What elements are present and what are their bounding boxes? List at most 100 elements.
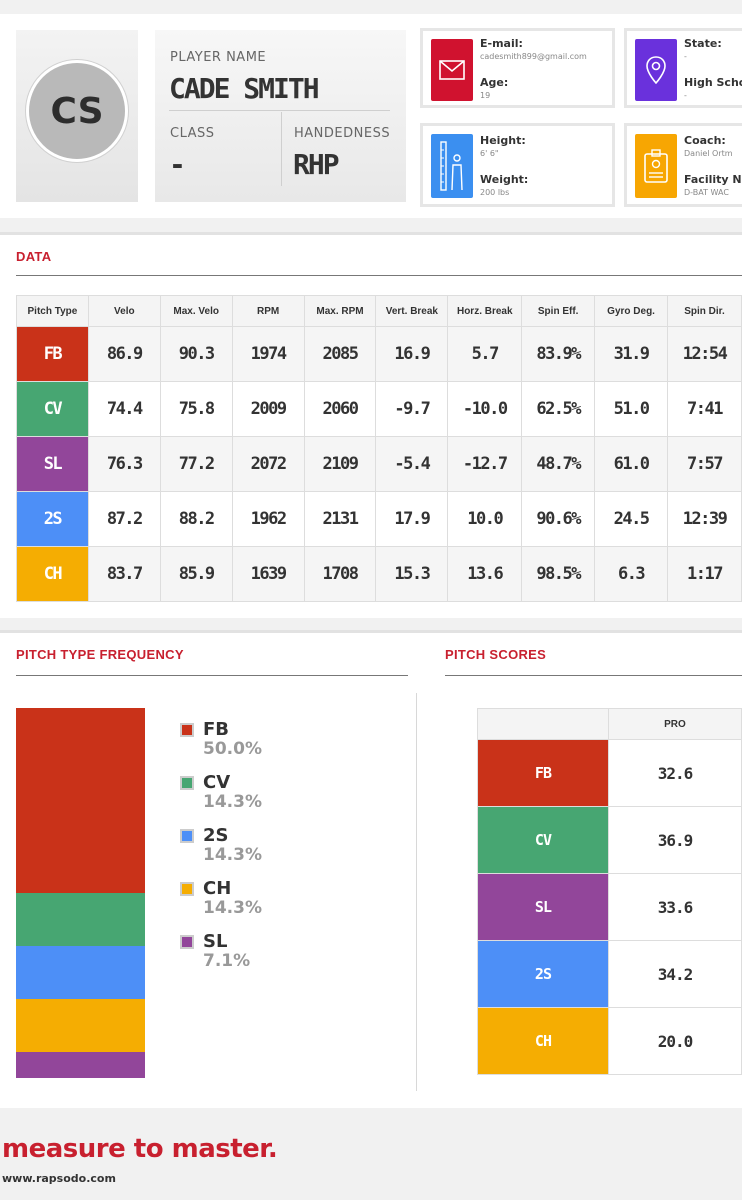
bar-segment-fb bbox=[16, 708, 145, 893]
table-cell: 83.7 bbox=[87, 546, 161, 602]
legend-label: 2S bbox=[203, 825, 229, 846]
coach-facility-card: Coach: Daniel Ortm Facility Na D-BAT WAC bbox=[624, 123, 742, 207]
bar-segment-2s bbox=[16, 945, 145, 999]
pitch-type-cell: FB bbox=[16, 326, 89, 382]
table-row: CH 20.0 bbox=[477, 1007, 742, 1075]
table-cell: 76.3 bbox=[87, 436, 161, 492]
legend-swatch bbox=[180, 935, 194, 949]
column-header: Spin Dir. bbox=[667, 295, 742, 327]
table-cell: 13.6 bbox=[447, 546, 523, 602]
table-cell: 16.9 bbox=[375, 326, 449, 382]
column-header: Gyro Deg. bbox=[594, 295, 669, 327]
table-cell: 2060 bbox=[303, 381, 377, 437]
table-cell: 2009 bbox=[231, 381, 305, 437]
column-header: Horz. Break bbox=[447, 295, 523, 327]
pitch-type-cell: SL bbox=[477, 873, 609, 941]
lower-panel: PITCH TYPE FREQUENCY PITCH SCORES FB 50.0… bbox=[0, 630, 742, 1108]
table-cell: 2085 bbox=[303, 326, 377, 382]
legend-label: CV bbox=[203, 772, 231, 793]
table-cell: 2072 bbox=[231, 436, 305, 492]
handedness-value: RHP bbox=[293, 148, 340, 181]
frequency-section-title: PITCH TYPE FREQUENCY bbox=[16, 647, 184, 662]
table-cell: 1708 bbox=[303, 546, 377, 602]
table-cell: 98.5% bbox=[521, 546, 596, 602]
table-row: 2S 87.2 88.2 1962 2131 17.9 10.0 90.6% 24.5 12:39 bbox=[16, 491, 742, 547]
bar-segment-cv bbox=[16, 893, 145, 946]
table-cell: 86.9 bbox=[87, 326, 161, 382]
data-panel: DATA Pitch Type Velo Max. Velo RPM Max. … bbox=[0, 232, 742, 618]
table-cell: 48.7% bbox=[521, 436, 596, 492]
score-value: 36.9 bbox=[607, 806, 742, 874]
table-cell: 24.5 bbox=[594, 491, 669, 547]
section-divider bbox=[16, 275, 742, 276]
table-cell: 12:39 bbox=[667, 491, 742, 547]
table-cell: -9.7 bbox=[375, 381, 449, 437]
table-row: SL 76.3 77.2 2072 2109 -5.4 -12.7 48.7% 61.0 7:57 bbox=[16, 436, 742, 492]
column-header: Max. Velo bbox=[159, 295, 233, 327]
weight-value: 200 lbs bbox=[480, 188, 510, 197]
email-label: E-mail: bbox=[480, 37, 523, 50]
legend-label: FB bbox=[203, 719, 230, 740]
column-header: Spin Eff. bbox=[521, 295, 596, 327]
legend-swatch bbox=[180, 723, 194, 737]
high-school-value: - bbox=[684, 91, 687, 100]
pitch-data-table: Pitch Type Velo Max. Velo RPM Max. RPM V… bbox=[16, 295, 742, 602]
handedness-label: HANDEDNESS bbox=[294, 126, 391, 141]
score-value: 20.0 bbox=[607, 1007, 742, 1075]
age-label: Age: bbox=[480, 76, 509, 89]
height-label: Height: bbox=[480, 134, 526, 147]
table-row: CV 36.9 bbox=[477, 806, 742, 874]
email-value: cadesmith899@gmail.com bbox=[480, 52, 587, 61]
table-cell: 62.5% bbox=[521, 381, 596, 437]
age-value: 19 bbox=[480, 91, 491, 100]
table-row: 2S 34.2 bbox=[477, 940, 742, 1008]
table-cell: 90.3 bbox=[159, 326, 233, 382]
section-divider bbox=[16, 675, 408, 676]
table-cell: 2131 bbox=[303, 491, 377, 547]
state-school-card: State: - High Scho - bbox=[624, 28, 742, 108]
table-row: SL 33.6 bbox=[477, 873, 742, 941]
table-cell: 1:17 bbox=[667, 546, 742, 602]
legend-percent: 14.3% bbox=[203, 792, 262, 812]
table-cell: 90.6% bbox=[521, 491, 596, 547]
table-cell: 83.9% bbox=[521, 326, 596, 382]
pitch-scores-table: PRO FB 32.6 CV 36.9 SL 33.6 2S 34.2 CH 20.0 bbox=[477, 708, 742, 1075]
column-header: RPM bbox=[231, 295, 305, 327]
player-name-label: PLAYER NAME bbox=[170, 50, 267, 65]
table-cell: 75.8 bbox=[159, 381, 233, 437]
website-link[interactable]: www.rapsodo.com bbox=[2, 1172, 116, 1185]
table-cell: 15.3 bbox=[375, 546, 449, 602]
table-cell: 51.0 bbox=[594, 381, 669, 437]
legend-percent: 7.1% bbox=[203, 951, 251, 971]
data-section-title: DATA bbox=[16, 249, 52, 264]
table-cell: -10.0 bbox=[447, 381, 523, 437]
mail-icon bbox=[431, 39, 473, 101]
table-cell: 31.9 bbox=[594, 326, 669, 382]
table-cell: 61.0 bbox=[594, 436, 669, 492]
table-cell: 1962 bbox=[231, 491, 305, 547]
avatar: CS bbox=[26, 60, 128, 162]
frequency-stacked-bar bbox=[16, 708, 145, 1078]
table-cell: 88.2 bbox=[159, 491, 233, 547]
table-cell: -5.4 bbox=[375, 436, 449, 492]
id-badge-icon bbox=[635, 134, 677, 198]
score-value: 33.6 bbox=[607, 873, 742, 941]
table-cell: 6.3 bbox=[594, 546, 669, 602]
facility-label: Facility Na bbox=[684, 173, 742, 186]
table-header-row: Pitch Type Velo Max. Velo RPM Max. RPM V… bbox=[16, 295, 742, 327]
table-cell: 5.7 bbox=[447, 326, 523, 382]
player-name-card: PLAYER NAME CADE SMITH CLASS - HANDEDNES… bbox=[155, 30, 406, 202]
score-value: 32.6 bbox=[607, 739, 742, 807]
score-value: 34.2 bbox=[607, 940, 742, 1008]
column-header: Velo bbox=[87, 295, 161, 327]
email-age-card: E-mail: cadesmith899@gmail.com Age: 19 bbox=[420, 28, 615, 108]
pitch-type-cell: CH bbox=[477, 1007, 609, 1075]
section-divider bbox=[445, 675, 742, 676]
table-cell: 10.0 bbox=[447, 491, 523, 547]
height-weight-card: Height: 6' 6" Weight: 200 lbs bbox=[420, 123, 615, 207]
column-header: Pitch Type bbox=[16, 295, 89, 327]
avatar-card: CS bbox=[16, 30, 138, 202]
weight-label: Weight: bbox=[480, 173, 529, 186]
pitch-type-cell: 2S bbox=[16, 491, 89, 547]
legend-swatch bbox=[180, 776, 194, 790]
